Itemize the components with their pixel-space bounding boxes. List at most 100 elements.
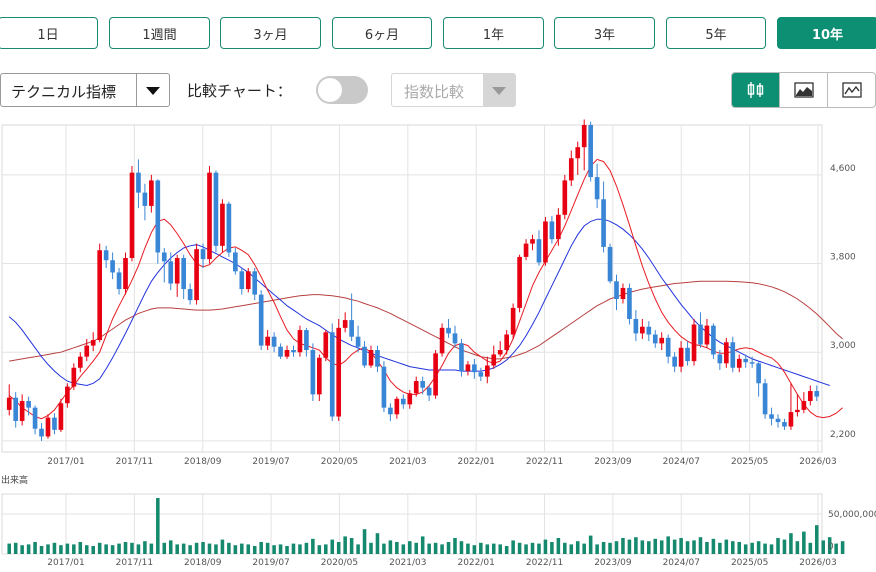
volume-bar bbox=[621, 538, 625, 554]
volume-bar bbox=[782, 539, 787, 554]
volume-bar bbox=[20, 545, 24, 554]
volume-bar bbox=[272, 545, 276, 554]
volume-bar bbox=[692, 540, 696, 554]
period-6m-button[interactable]: 6ヶ月 bbox=[332, 17, 432, 49]
candle-body bbox=[543, 221, 548, 263]
volume-bar bbox=[420, 536, 425, 554]
candle-body bbox=[588, 125, 593, 178]
period-1d-button[interactable]: 1日 bbox=[0, 17, 98, 49]
volume-bar bbox=[776, 538, 780, 554]
period-10y-button[interactable]: 10年 bbox=[777, 17, 876, 49]
candle-body bbox=[110, 260, 115, 273]
candle-body bbox=[265, 336, 270, 346]
candle-body bbox=[220, 203, 225, 246]
volume-bar bbox=[834, 543, 838, 554]
volume-bar bbox=[504, 546, 509, 554]
volume-bar bbox=[550, 542, 554, 554]
candle-body bbox=[730, 342, 736, 368]
x-tick-label: 2017/11 bbox=[116, 457, 153, 467]
candle-body bbox=[271, 336, 277, 347]
candle-body bbox=[129, 172, 135, 259]
compare-chart-label: 比較チャート： bbox=[187, 82, 292, 100]
period-5y-button[interactable]: 5年 bbox=[666, 17, 766, 49]
volume-bar bbox=[246, 544, 251, 554]
volume-bar bbox=[763, 543, 767, 554]
volume-bar bbox=[407, 541, 412, 554]
candle-body bbox=[413, 381, 419, 394]
candle-body bbox=[226, 203, 232, 253]
x-tick-label: 2022/11 bbox=[526, 558, 563, 568]
period-3y-button[interactable]: 3年 bbox=[554, 17, 655, 49]
volume-bar bbox=[530, 542, 535, 554]
volume-bar bbox=[614, 541, 619, 554]
candlesticks bbox=[6, 119, 820, 441]
period-1w-button[interactable]: 1週間 bbox=[109, 17, 210, 49]
x-tick-label: 2022/01 bbox=[457, 558, 494, 568]
candle-body bbox=[659, 337, 665, 344]
volume-bar bbox=[582, 543, 586, 554]
volume-bar bbox=[698, 537, 703, 554]
volume-bar bbox=[517, 542, 522, 554]
candle-body bbox=[84, 345, 90, 357]
volume-bar bbox=[601, 542, 606, 554]
candle-body bbox=[782, 422, 787, 427]
volume-bar bbox=[595, 544, 599, 554]
volume-bar bbox=[110, 545, 115, 554]
candle-body bbox=[497, 350, 503, 355]
x-tick-label: 2017/11 bbox=[116, 558, 153, 568]
price-panel-frame bbox=[1, 124, 823, 453]
area-view-button[interactable] bbox=[780, 73, 828, 107]
volume-bar bbox=[388, 540, 393, 554]
candle-body bbox=[723, 342, 729, 364]
candle-body bbox=[381, 366, 387, 408]
candle-body bbox=[58, 403, 64, 430]
volume-bar bbox=[117, 543, 121, 554]
line-view-button[interactable] bbox=[828, 73, 875, 107]
index-compare-select[interactable]: 指数比較 bbox=[391, 73, 516, 107]
volume-bar bbox=[84, 545, 89, 554]
period-1y-button[interactable]: 1年 bbox=[443, 17, 544, 49]
candle-body bbox=[123, 258, 128, 290]
candle-body bbox=[478, 372, 484, 377]
candle-body bbox=[97, 250, 103, 341]
volume-bar bbox=[575, 541, 580, 554]
volume-bar bbox=[756, 541, 761, 554]
candle-body bbox=[52, 417, 57, 430]
candle-body bbox=[400, 398, 406, 405]
candle-body bbox=[26, 401, 31, 408]
volume-bar bbox=[711, 538, 716, 554]
volume-bar bbox=[659, 540, 664, 554]
volume-bar bbox=[52, 542, 57, 554]
volume-bar bbox=[808, 542, 813, 554]
price-tick-label: 3,000 bbox=[830, 341, 856, 351]
candle-body bbox=[239, 271, 245, 290]
volume-bar bbox=[324, 544, 328, 554]
candle-body bbox=[323, 332, 329, 358]
volume-bar bbox=[446, 542, 451, 554]
volume-bar bbox=[608, 542, 612, 554]
candle-body bbox=[536, 239, 542, 263]
candle-body bbox=[620, 287, 626, 300]
candle-body bbox=[433, 353, 438, 396]
volume-bar bbox=[91, 546, 95, 554]
volume-bar bbox=[175, 544, 179, 554]
volume-bar bbox=[33, 542, 37, 554]
candle-body bbox=[362, 346, 367, 366]
volume-bar bbox=[472, 545, 477, 554]
candle-body bbox=[594, 177, 600, 200]
volume-bar bbox=[479, 542, 483, 554]
candle-body bbox=[355, 336, 361, 347]
candle-body bbox=[187, 289, 193, 301]
candle-body bbox=[459, 343, 464, 372]
chevron-down-icon[interactable] bbox=[136, 74, 169, 106]
volume-bar bbox=[26, 544, 31, 554]
candle-body bbox=[711, 325, 716, 355]
compare-chart-toggle[interactable] bbox=[316, 76, 368, 104]
candlestick-view-button[interactable] bbox=[732, 73, 780, 107]
volume-bar bbox=[705, 542, 709, 554]
volume-bar bbox=[750, 542, 754, 554]
candle-body bbox=[65, 386, 70, 404]
candle-body bbox=[316, 357, 322, 395]
period-3m-button[interactable]: 3ヶ月 bbox=[220, 17, 321, 49]
technical-indicator-select[interactable]: テクニカル指標 bbox=[0, 73, 170, 107]
